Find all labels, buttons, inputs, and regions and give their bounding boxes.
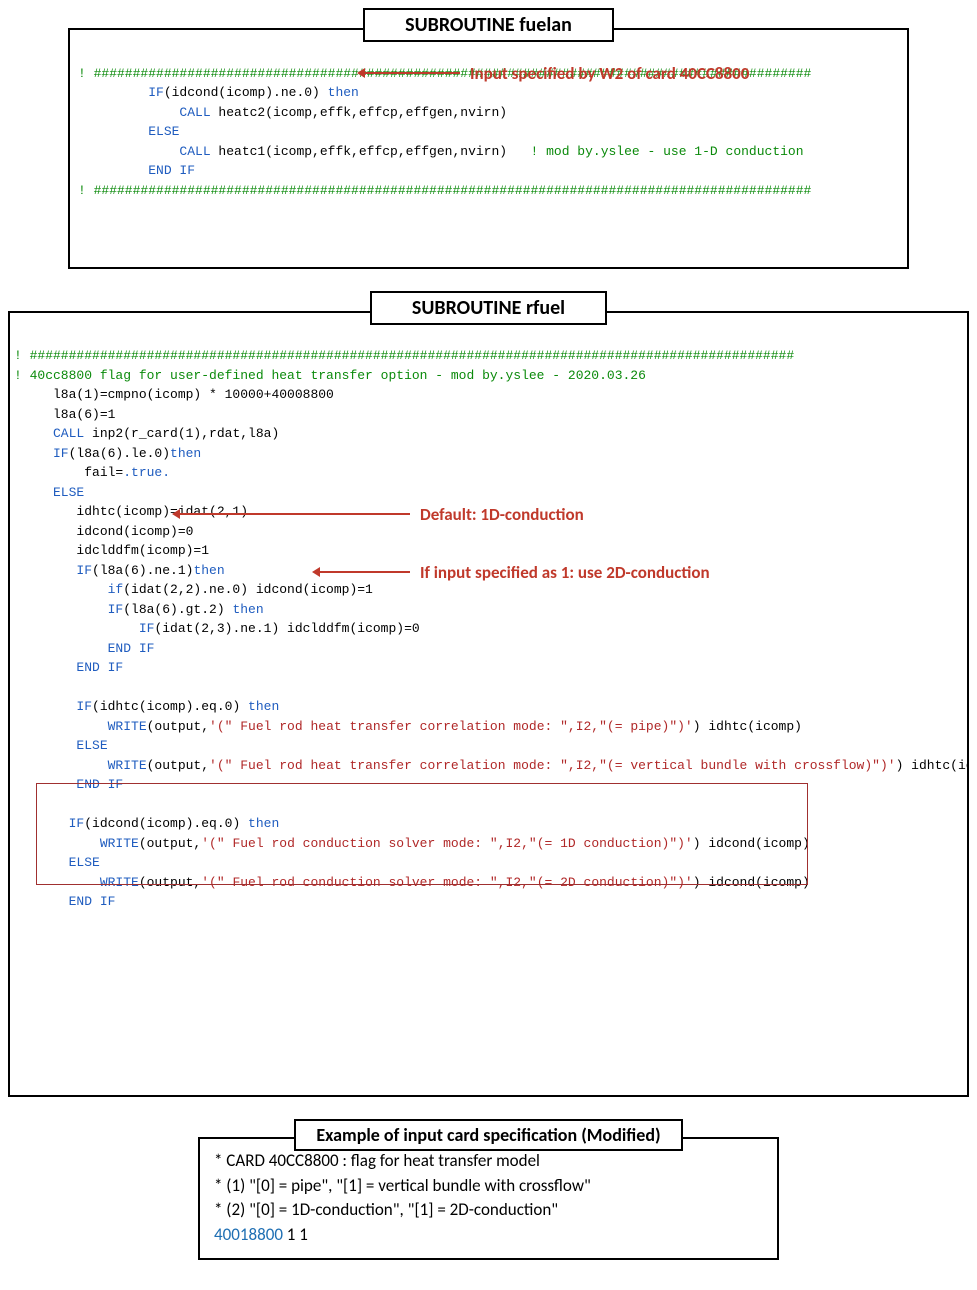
- code-kw: ELSE: [14, 855, 100, 870]
- code-text: (output,: [139, 836, 201, 851]
- callout-rfuel-1: Default: 1D-conduction: [420, 502, 584, 528]
- code-kw: CALL: [14, 426, 84, 441]
- code-text: inp2(r_card(1),rdat,l8a): [84, 426, 279, 441]
- card-number: 40018800: [214, 1224, 283, 1245]
- code-kw: ELSE: [78, 124, 179, 139]
- arrow-2: [180, 513, 410, 515]
- code-kw: then: [328, 85, 359, 100]
- code-comment: ! mod by.yslee - use 1-D conduction: [530, 144, 803, 159]
- code-kw: IF: [14, 563, 92, 578]
- code-kw: END IF: [14, 777, 123, 792]
- card-line-2: * (1) "[0] = pipe", "[1] = vertical bund…: [214, 1174, 763, 1199]
- section-fuelan: SUBROUTINE fuelan ! ####################…: [8, 8, 969, 269]
- code-kw: WRITE: [14, 719, 147, 734]
- code-text: ) idhtc(icomp): [896, 758, 969, 773]
- code-str: '(" Fuel rod conduction solver mode: ",I…: [201, 875, 692, 890]
- section-input-card: Example of input card specification (Mod…: [8, 1119, 969, 1260]
- title-rfuel: SUBROUTINE rfuel: [370, 291, 607, 325]
- code-kw: IF: [78, 85, 164, 100]
- code-text: (idcond(icomp).eq.0): [84, 816, 248, 831]
- code-text: (idhtc(icomp).eq.0): [92, 699, 248, 714]
- code-text: ) idhtc(icomp): [693, 719, 802, 734]
- title-wrap-2: SUBROUTINE rfuel: [8, 291, 969, 325]
- code-text: l8a(1)=cmpno(icomp) * 10000+40008800: [14, 387, 334, 402]
- title-input-card: Example of input card specification (Mod…: [294, 1119, 682, 1151]
- code-kw: then: [193, 563, 224, 578]
- code-kw: if: [14, 582, 123, 597]
- code-text: (l8a(6).gt.2): [123, 602, 232, 617]
- code-comment: ! ######################################…: [14, 348, 794, 363]
- code-kw: END IF: [14, 894, 115, 909]
- code-comment: ! ######################################…: [78, 183, 811, 198]
- code-text: (l8a(6).le.0): [69, 446, 170, 461]
- code-text: (output,: [147, 758, 209, 773]
- code-text: ) idcond(icomp): [693, 875, 810, 890]
- code-text: ) idcond(icomp): [693, 836, 810, 851]
- card-values: 1 1: [283, 1224, 308, 1245]
- callout-fuelan: Input specified by W2 of card 40CC8800: [470, 61, 749, 87]
- code-kw: CALL: [78, 105, 211, 120]
- code-kw: END IF: [14, 660, 123, 675]
- code-kw: END IF: [78, 163, 195, 178]
- code-kw: ELSE: [14, 738, 108, 753]
- code-text: heatc1(icomp,effk,effcp,effgen,nvirn): [211, 144, 531, 159]
- code-text: (idat(2,3).ne.1) idclddfm(icomp)=0: [154, 621, 419, 636]
- arrow-1: [365, 72, 460, 74]
- title-wrap-3: Example of input card specification (Mod…: [8, 1119, 969, 1151]
- card-line-4: 40018800 1 1: [214, 1223, 763, 1248]
- code-kw: IF: [14, 446, 69, 461]
- code-text: (idcond(icomp).ne.0): [164, 85, 328, 100]
- code-kw: then: [248, 699, 279, 714]
- code-text: idclddfm(icomp)=1: [14, 543, 209, 558]
- arrow-3: [320, 571, 410, 573]
- code-text: idcond(icomp)=0: [14, 524, 193, 539]
- code-text: heatc2(icomp,effk,effcp,effgen,nvirn): [211, 105, 507, 120]
- card-line-3: * (2) "[0] = 1D-conduction", "[1] = 2D-c…: [214, 1198, 763, 1223]
- code-kw: END IF: [14, 641, 154, 656]
- code-kw: WRITE: [14, 758, 147, 773]
- code-box-fuelan: ! ######################################…: [68, 28, 909, 269]
- code-kw: .true.: [123, 465, 170, 480]
- code-text: (output,: [147, 719, 209, 734]
- code-box-rfuel: ! ######################################…: [8, 311, 969, 1098]
- code-str: '(" Fuel rod heat transfer correlation m…: [209, 719, 693, 734]
- code-kw: CALL: [78, 144, 211, 159]
- code-comment: ! 40cc8800 flag for user-defined heat tr…: [14, 368, 646, 383]
- code-text: (idat(2,2).ne.0) idcond(icomp)=1: [123, 582, 373, 597]
- code-kw: WRITE: [14, 875, 139, 890]
- input-card-box: * CARD 40CC8800 : flag for heat transfer…: [198, 1137, 779, 1260]
- code-text: (l8a(6).ne.1): [92, 563, 193, 578]
- code-text: fail=: [14, 465, 123, 480]
- code-kw: IF: [14, 699, 92, 714]
- callout-rfuel-2: If input specified as 1: use 2D-conducti…: [420, 560, 710, 586]
- code-kw: ELSE: [14, 485, 84, 500]
- code-kw: then: [170, 446, 201, 461]
- code-kw: IF: [14, 816, 84, 831]
- code-kw: IF: [14, 621, 154, 636]
- title-fuelan: SUBROUTINE fuelan: [363, 8, 614, 42]
- highlight-box: [36, 783, 808, 885]
- code-kw: then: [248, 816, 279, 831]
- code-text: (output,: [139, 875, 201, 890]
- code-text: idhtc(icomp)=idat(2,1): [14, 504, 248, 519]
- code-str: '(" Fuel rod conduction solver mode: ",I…: [201, 836, 692, 851]
- card-line-1: * CARD 40CC8800 : flag for heat transfer…: [214, 1149, 763, 1174]
- title-wrap-1: SUBROUTINE fuelan: [8, 8, 969, 42]
- code-kw: IF: [14, 602, 123, 617]
- code-str: '(" Fuel rod heat transfer correlation m…: [209, 758, 896, 773]
- code-kw: WRITE: [14, 836, 139, 851]
- code-text: l8a(6)=1: [14, 407, 115, 422]
- section-rfuel: SUBROUTINE rfuel ! #####################…: [8, 291, 969, 1098]
- code-kw: then: [232, 602, 263, 617]
